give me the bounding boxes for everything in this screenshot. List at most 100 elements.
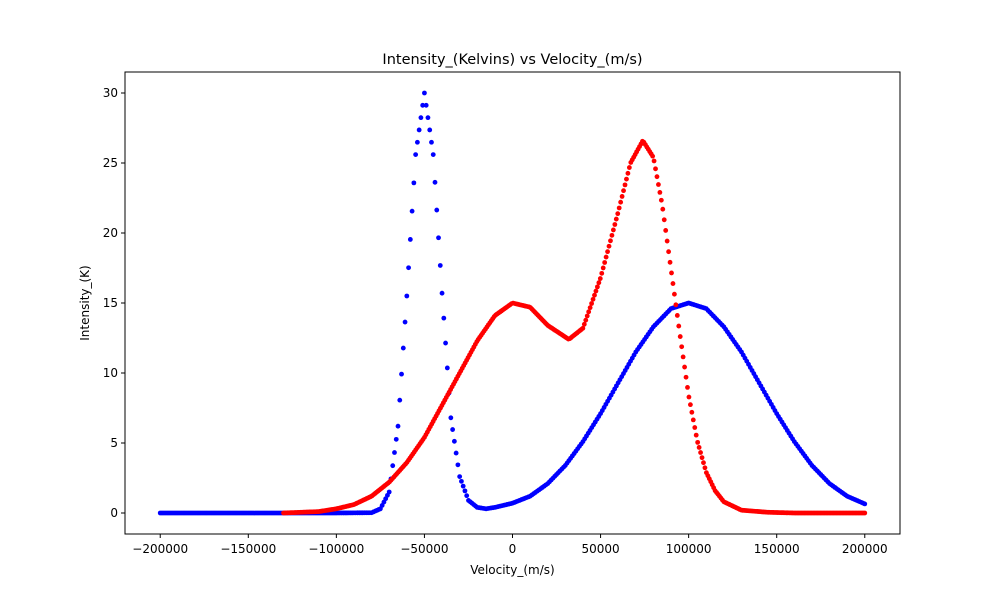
y-tick-label: 25: [103, 156, 118, 170]
data-point: [580, 325, 586, 331]
data-point: [656, 182, 661, 187]
data-point: [464, 493, 470, 499]
data-point: [411, 180, 417, 186]
data-point: [595, 284, 600, 290]
data-point: [680, 354, 686, 360]
x-tick-label: 200000: [842, 542, 888, 556]
data-point: [696, 445, 702, 450]
data-point: [395, 423, 401, 429]
data-point: [439, 290, 445, 296]
data-point: [397, 397, 403, 403]
data-point: [619, 194, 625, 199]
data-point: [608, 238, 613, 244]
data-point: [589, 301, 594, 306]
plot-frame: [124, 71, 901, 535]
data-point: [390, 463, 396, 469]
data-point: [603, 254, 609, 260]
data-point: [702, 465, 708, 471]
y-tick-label: 20: [103, 226, 118, 240]
data-point: [679, 344, 685, 350]
data-point: [654, 174, 660, 180]
data-point: [451, 438, 457, 444]
data-point: [672, 291, 677, 297]
data-point: [434, 207, 440, 213]
plot-area: [157, 90, 868, 516]
x-tick-label: −100000: [308, 542, 364, 556]
x-axis-label: Velocity_(m/s): [470, 563, 554, 577]
data-point: [581, 321, 587, 327]
chart-title: Intensity_(Kelvins) vs Velocity_(m/s): [382, 52, 642, 68]
data-point: [437, 263, 443, 268]
data-point: [418, 115, 424, 121]
data-point: [392, 450, 397, 455]
data-point: [685, 384, 690, 390]
data-point: [658, 197, 664, 203]
data-point: [663, 228, 669, 233]
data-point: [664, 238, 670, 244]
x-tick-label: 0: [509, 542, 517, 556]
data-point: [596, 280, 602, 286]
data-point: [407, 237, 413, 242]
data-point: [657, 189, 663, 195]
data-point: [625, 170, 631, 176]
data-point: [409, 208, 415, 214]
data-point: [615, 211, 621, 217]
data-point: [443, 340, 448, 346]
data-point: [682, 364, 687, 370]
data-point: [677, 334, 683, 339]
data-point: [393, 436, 399, 442]
data-point: [459, 478, 464, 484]
data-point: [413, 152, 419, 158]
data-point: [406, 265, 411, 271]
data-point: [674, 313, 680, 318]
y-axis-label: Intensity_(K): [78, 265, 92, 340]
data-point: [669, 270, 674, 276]
data-point: [660, 206, 666, 212]
data-point: [699, 455, 705, 461]
series-1-markers: [281, 138, 868, 516]
data-point: [399, 371, 404, 377]
data-point: [676, 323, 682, 329]
data-point: [586, 309, 592, 315]
data-point: [683, 374, 689, 380]
data-point: [441, 315, 447, 321]
x-axis: −200000 −150000 −100000 −50000 0 50000 100000 1…: [132, 534, 888, 556]
data-point: [455, 462, 461, 468]
x-tick-label: −150000: [220, 542, 276, 556]
y-tick-label: 15: [103, 296, 118, 310]
x-tick-label: 100000: [666, 542, 712, 556]
data-point: [613, 216, 619, 222]
data-point: [862, 510, 868, 516]
y-axis: 0 5 10 15 20 25 30: [103, 86, 125, 520]
data-point: [404, 293, 410, 299]
data-point: [432, 179, 438, 185]
x-tick-label: 50000: [581, 542, 619, 556]
data-point: [400, 345, 406, 351]
y-tick-label: 0: [110, 506, 118, 520]
data-point: [597, 276, 603, 281]
data-point: [862, 501, 868, 507]
data-point: [701, 460, 706, 466]
data-point: [429, 139, 434, 145]
data-point: [448, 415, 454, 421]
data-point: [583, 317, 589, 323]
data-point: [460, 483, 466, 489]
data-point: [414, 139, 420, 145]
data-point: [698, 450, 703, 455]
data-point: [430, 152, 436, 158]
data-point: [587, 305, 593, 311]
data-point: [609, 232, 615, 238]
data-point: [606, 243, 612, 249]
data-point: [462, 488, 468, 494]
y-tick-label: 10: [103, 366, 118, 380]
data-point: [622, 182, 628, 188]
data-point: [626, 165, 632, 170]
data-point: [689, 409, 695, 415]
data-point: [624, 176, 629, 182]
data-point: [590, 296, 596, 302]
x-tick-label: −200000: [132, 542, 188, 556]
data-point: [610, 227, 616, 233]
data-point: [688, 402, 693, 408]
data-point: [427, 127, 433, 133]
